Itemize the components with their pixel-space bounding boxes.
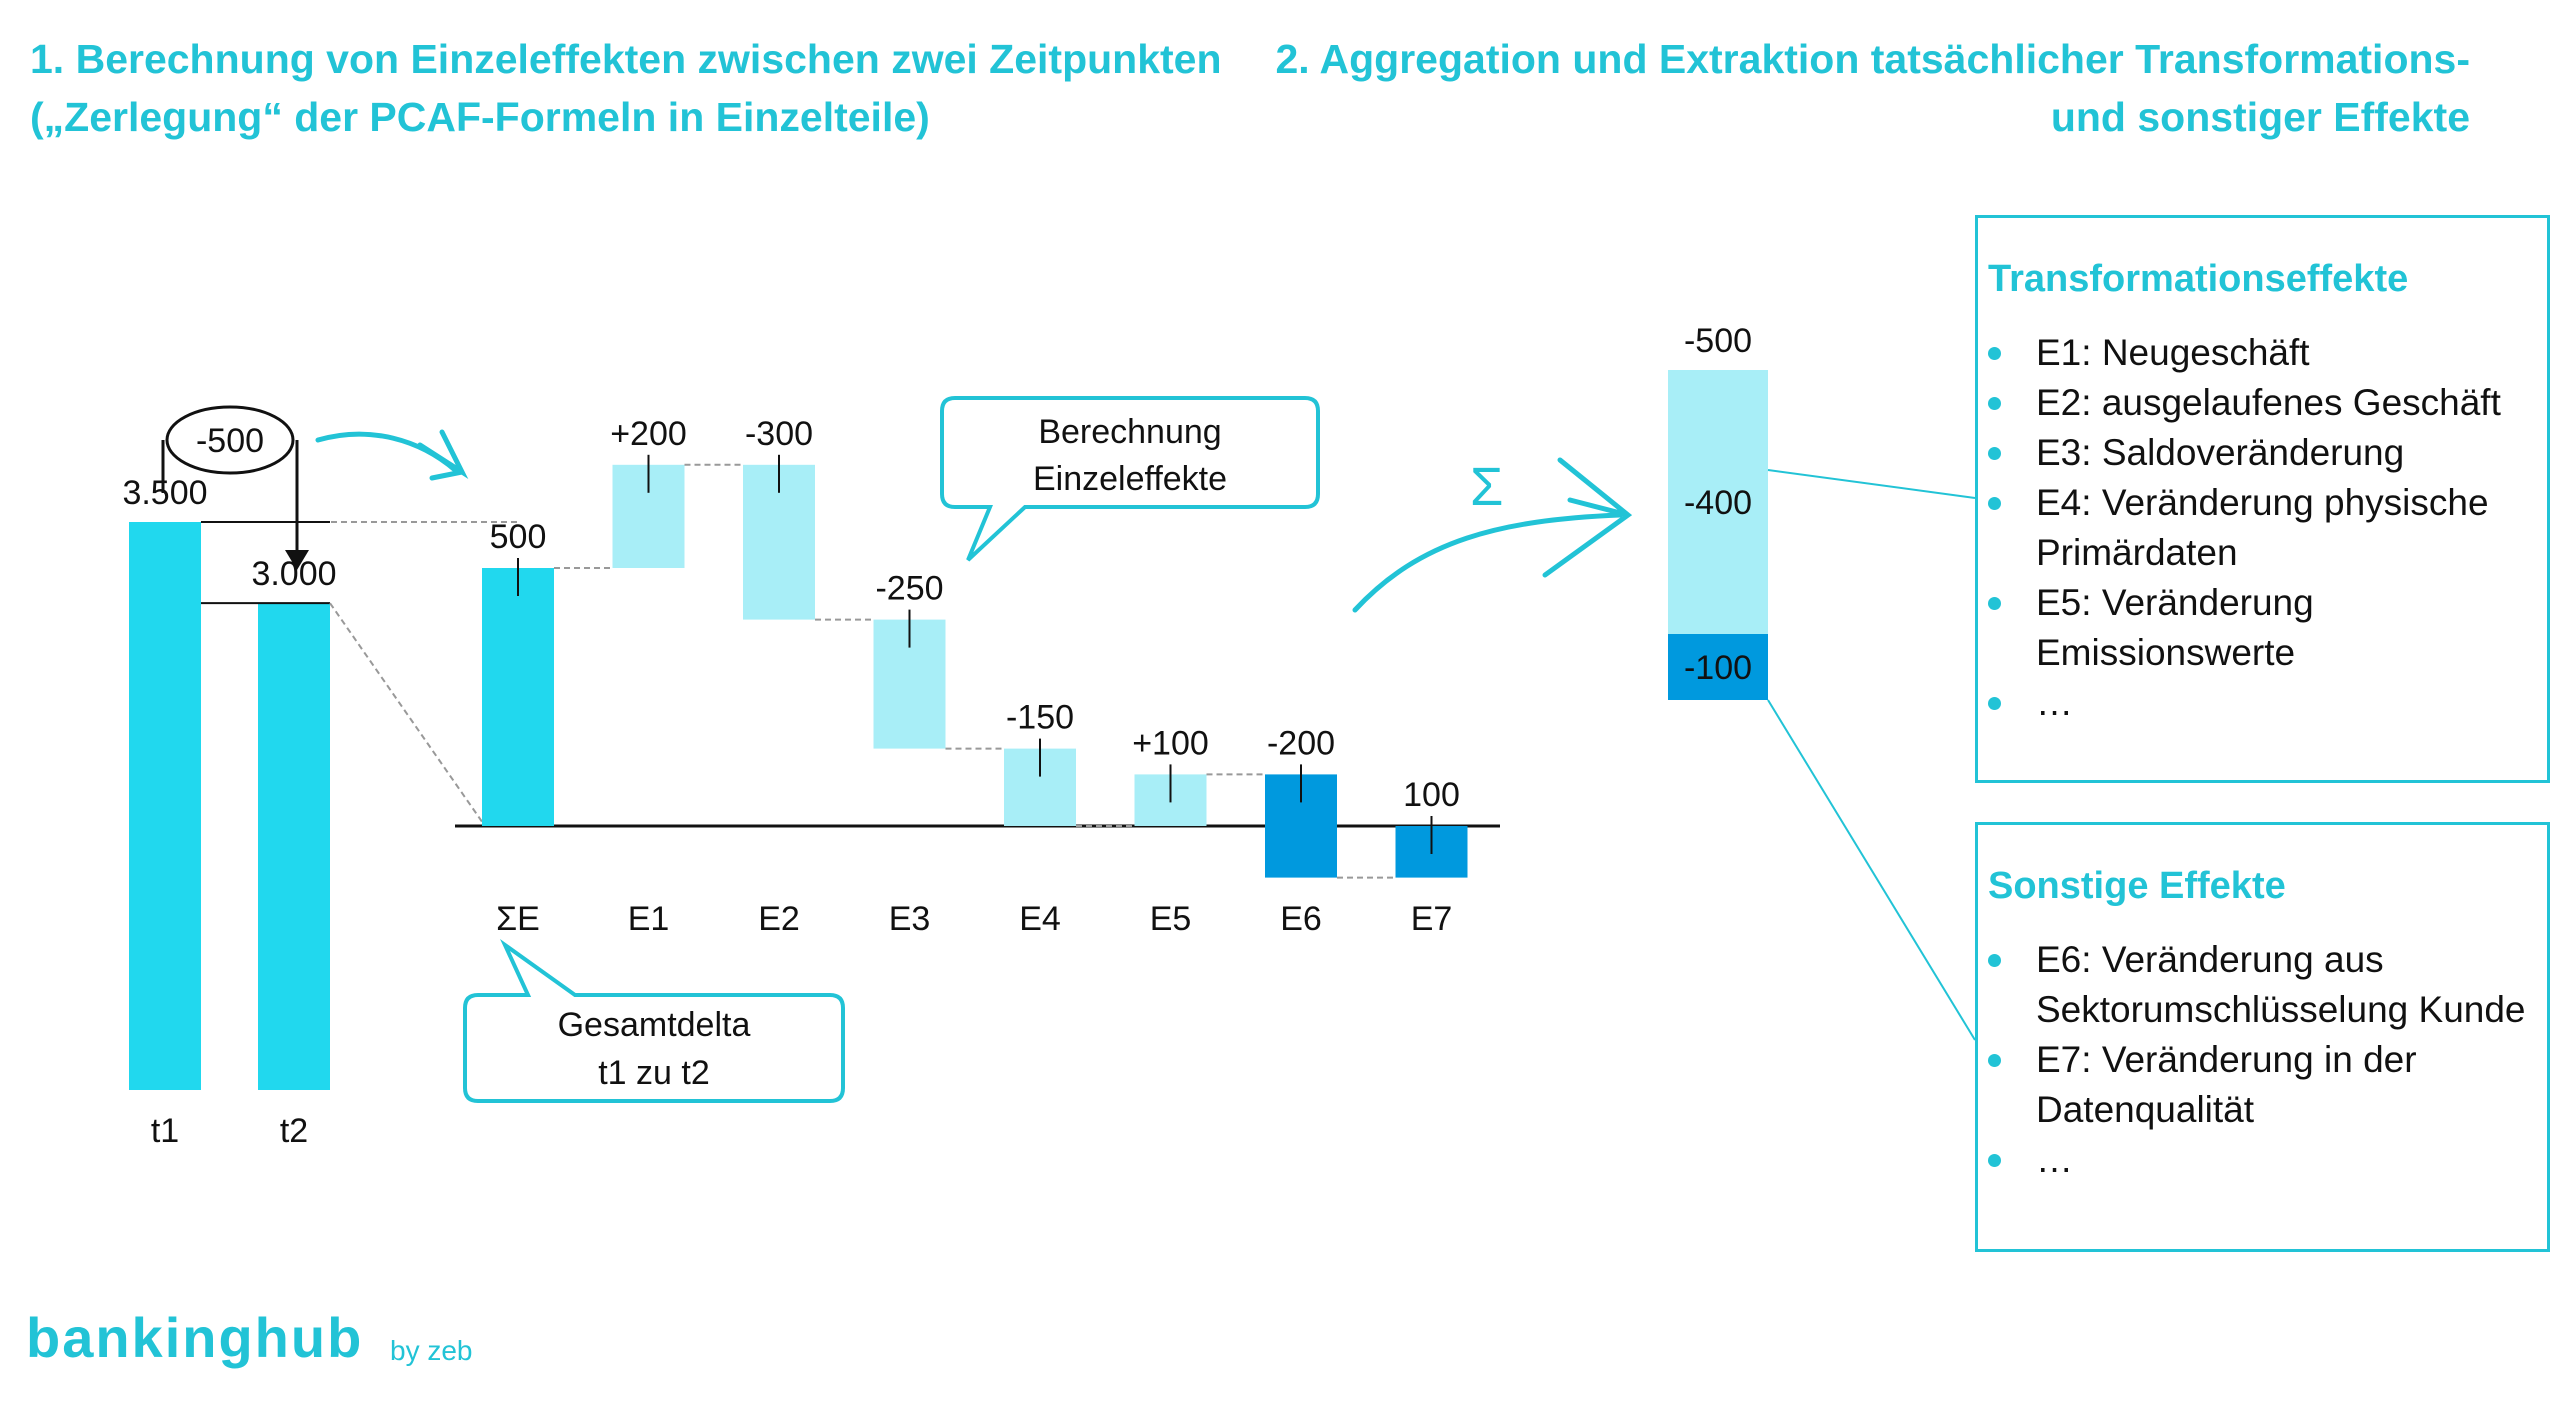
waterfall-category-E4: E4: [1019, 900, 1061, 938]
waterfall-value-E4: -150: [1006, 699, 1074, 737]
bankinghub-logo: bankinghub: [26, 1306, 364, 1369]
transform-effect-item: E3: Saldoveränderung: [1988, 428, 2501, 478]
chart-layer: 3.500 t1 3.000 t2 500 ΣE +200 E1 -300 E2 -250 E3 -15…: [122, 322, 1768, 1150]
delta-oval-label: -500: [196, 422, 264, 460]
total-bar-category-t2: t2: [280, 1112, 308, 1150]
transform-effect-item: …: [1988, 678, 2501, 728]
waterfall-bar-ΣE: [482, 568, 554, 826]
hand-arrow-2-icon: [1352, 457, 1633, 613]
total-bar-value-t2: 3.000: [251, 555, 336, 593]
waterfall-value-E3: -250: [875, 570, 943, 608]
other-effect-item: E6: Veränderung aus Sektorumschlüsselung…: [1988, 935, 2526, 1035]
waterfall-value-ΣE: 500: [490, 518, 547, 556]
title-right: 2. Aggregation und Extraktion tatsächlic…: [1255, 30, 2470, 146]
waterfall-category-E1: E1: [628, 900, 670, 938]
total-bar-value-t1: 3.500: [122, 474, 207, 512]
transform-effect-item: E4: Veränderung physische Primärdaten: [1988, 478, 2501, 578]
waterfall-category-E3: E3: [889, 900, 931, 938]
stacked-segment-other: [1668, 634, 1768, 700]
total-bar-t2: [258, 603, 330, 1090]
title-left-line2: („Zerlegung“ der PCAF-Formeln in Einzelt…: [30, 94, 930, 140]
delta-oval: -500: [161, 405, 309, 570]
title-left-line1: 1. Berechnung von Einzeleffekten zwische…: [30, 36, 1222, 82]
transform-effect-item: E2: ausgelaufenes Geschäft: [1988, 378, 2501, 428]
waterfall-value-E2: -300: [745, 415, 813, 453]
hand-arrow-1-icon: [315, 429, 469, 481]
stacked-segment-label-transform: -400: [1684, 484, 1752, 522]
transform-effect-item: E1: Neugeschäft: [1988, 328, 2501, 378]
sigma-symbol: Σ: [1470, 457, 1503, 517]
waterfall-value-E7: 100: [1403, 776, 1460, 814]
callout-gesamtdelta: Gesamtdelta t1 zu t2: [463, 938, 845, 1103]
other-effect-item: E7: Veränderung in der Datenqualität: [1988, 1035, 2526, 1135]
waterfall-category-E5: E5: [1150, 900, 1192, 938]
callout-berechnung: Berechnung Einzeleffekte: [940, 396, 1320, 562]
title-left: 1. Berechnung von Einzeleffekten zwische…: [30, 30, 1222, 146]
waterfall-category-E2: E2: [758, 900, 800, 938]
total-bar-t1: [129, 522, 201, 1090]
other-effects-box: Sonstige Effekte E6: Veränderung aus Sek…: [1975, 822, 2550, 1252]
connector-transform: [1767, 469, 1976, 499]
total-bar-category-t1: t1: [151, 1112, 179, 1150]
transform-effects-heading: Transformationseffekte: [1988, 258, 2409, 300]
other-effects-list: E6: Veränderung aus Sektorumschlüsselung…: [1988, 935, 2526, 1185]
bankinghub-logo-sub: by zeb: [390, 1335, 473, 1366]
waterfall-category-E7: E7: [1411, 900, 1453, 938]
stacked-segment-transform: [1668, 370, 1768, 634]
other-effect-item: …: [1988, 1135, 2526, 1185]
stacked-segment-label-other: -100: [1684, 649, 1752, 687]
title-right-line2: und sonstiger Effekte: [2050, 94, 2470, 140]
stacked-total-label: -500: [1684, 322, 1752, 360]
waterfall-value-E1: +200: [610, 415, 687, 453]
callout-gesamtdelta-line1: Gesamtdelta: [558, 1006, 751, 1044]
waterfall-value-E6: -200: [1267, 724, 1335, 762]
waterfall-category-E6: E6: [1280, 900, 1322, 938]
callout-berechnung-line2: Einzeleffekte: [1033, 460, 1227, 498]
callout-gesamtdelta-line2: t1 zu t2: [598, 1054, 710, 1092]
transform-effect-item: E5: Veränderung Emissionswerte: [1988, 578, 2501, 678]
title-right-line1: 2. Aggregation und Extraktion tatsächlic…: [1275, 36, 2470, 82]
transform-effects-box: Transformationseffekte E1: Neugeschäft E2…: [1975, 215, 2550, 783]
connector-t2-axis: [329, 602, 486, 827]
connector-other: [1767, 699, 1976, 1041]
waterfall-category-ΣE: ΣE: [496, 900, 540, 938]
waterfall-value-E5: +100: [1132, 724, 1209, 762]
transform-effects-list: E1: Neugeschäft E2: ausgelaufenes Geschäf…: [1988, 328, 2501, 728]
other-effects-heading: Sonstige Effekte: [1988, 865, 2286, 907]
callout-berechnung-line1: Berechnung: [1038, 413, 1221, 451]
